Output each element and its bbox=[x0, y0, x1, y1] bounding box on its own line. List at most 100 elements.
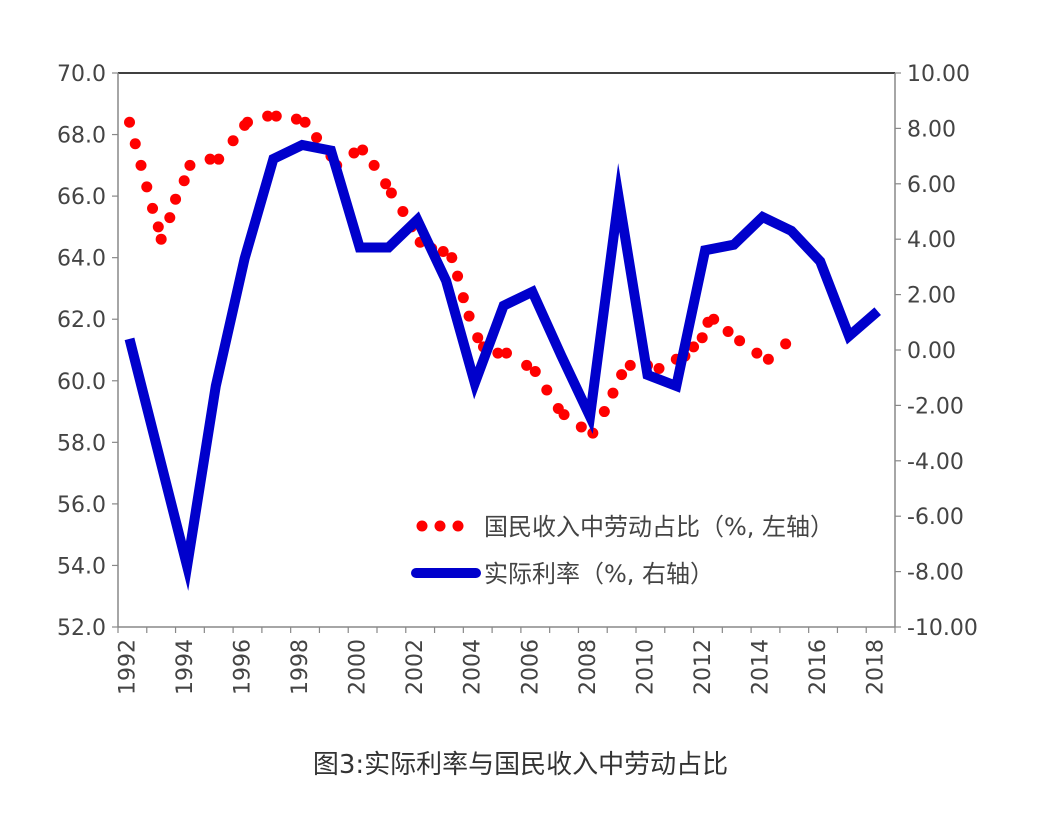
figure-caption: 图3:实际利率与国民收入中劳动占比 bbox=[312, 750, 729, 780]
x-tick-label: 2006 bbox=[518, 639, 543, 695]
labor-share-point bbox=[124, 116, 136, 128]
y-axis-right: -10.00 -8.00 -6.00 -4.00 -2.00 0.00 2.00 4.00 6.… bbox=[895, 62, 978, 641]
x-tick-label: 1992 bbox=[115, 639, 140, 695]
x-tick-label: 1996 bbox=[231, 639, 256, 695]
y-left-tick-label: 70.0 bbox=[57, 62, 106, 87]
y-right-tick-label: 6.00 bbox=[907, 173, 956, 198]
y-right-tick-label: 8.00 bbox=[907, 117, 956, 142]
labor-share-point bbox=[135, 159, 147, 171]
y-left-tick-label: 62.0 bbox=[57, 308, 106, 333]
labor-share-point bbox=[472, 332, 484, 344]
y-left-tick-label: 64.0 bbox=[57, 247, 106, 272]
labor-share-point bbox=[348, 147, 360, 159]
labor-share-point bbox=[299, 116, 311, 128]
legend-dot-2 bbox=[434, 520, 446, 532]
labor-share-point bbox=[653, 362, 665, 374]
x-tick-label: 2008 bbox=[576, 639, 601, 695]
x-tick-label: 2018 bbox=[864, 639, 889, 695]
real-rate-line bbox=[124, 139, 881, 591]
labor-share-point bbox=[311, 132, 323, 144]
labor-share-point bbox=[164, 212, 176, 224]
legend-label-labor-share: 国民收入中劳动占比（%, 左轴） bbox=[484, 513, 834, 541]
y-left-tick-label: 68.0 bbox=[57, 124, 106, 149]
labor-share-point bbox=[688, 341, 700, 353]
labor-share-point bbox=[385, 187, 397, 199]
labor-share-point bbox=[380, 178, 392, 190]
labor-share-point bbox=[452, 270, 464, 282]
labor-share-point bbox=[446, 252, 458, 264]
labor-share-point bbox=[457, 292, 469, 304]
labor-share-point bbox=[575, 421, 587, 433]
y-right-tick-label: -6.00 bbox=[907, 505, 964, 530]
legend-item-real-rate: 实际利率（%, 右轴） bbox=[411, 560, 714, 588]
x-tick-label: 2012 bbox=[691, 639, 716, 695]
series-real-rate bbox=[124, 139, 881, 591]
labor-share-point bbox=[242, 116, 253, 128]
labor-share-point bbox=[357, 144, 369, 156]
labor-share-point bbox=[558, 409, 570, 421]
x-tick-label: 2004 bbox=[461, 639, 486, 695]
series-labor-share bbox=[124, 110, 792, 439]
labor-share-point bbox=[152, 221, 164, 233]
labor-share-point bbox=[397, 206, 409, 217]
y-right-tick-label: -10.00 bbox=[907, 616, 978, 641]
labor-share-point bbox=[696, 332, 708, 344]
y-right-tick-label: -2.00 bbox=[907, 394, 964, 419]
legend-dot-1 bbox=[416, 520, 428, 532]
legend-dot-3 bbox=[452, 520, 464, 532]
y-left-tick-label: 60.0 bbox=[57, 370, 106, 395]
x-axis: 1992 1994 1996 1998 2000 2002 2004 2006 2008 2010… bbox=[115, 627, 896, 695]
x-tick-label: 1998 bbox=[288, 639, 313, 695]
labor-share-point bbox=[529, 366, 541, 378]
labor-share-point bbox=[213, 153, 225, 165]
labor-share-point bbox=[204, 153, 216, 165]
labor-share-point bbox=[155, 233, 167, 245]
x-tick-label: 2000 bbox=[346, 639, 371, 695]
y-axis-left: 52.0 54.0 56.0 58.0 60.0 62.0 64.0 66.0 68.0 70.0 bbox=[57, 62, 118, 641]
labor-share-point bbox=[227, 135, 239, 147]
y-right-tick-label: -8.00 bbox=[907, 561, 964, 586]
legend-item-labor-share: 国民收入中劳动占比（%, 左轴） bbox=[416, 513, 834, 541]
labor-share-point bbox=[184, 159, 196, 171]
labor-share-point bbox=[521, 359, 533, 371]
labor-share-point bbox=[368, 159, 380, 171]
y-right-tick-label: 0.00 bbox=[907, 339, 956, 364]
labor-share-point bbox=[129, 138, 141, 150]
labor-share-point bbox=[463, 310, 475, 322]
x-tick-label: 2016 bbox=[806, 639, 831, 695]
labor-share-point bbox=[170, 193, 182, 205]
x-tick-label: 2014 bbox=[749, 639, 774, 695]
labor-share-point bbox=[708, 313, 720, 325]
labor-share-point bbox=[722, 326, 734, 338]
y-left-tick-label: 58.0 bbox=[57, 431, 106, 456]
y-right-tick-label: 2.00 bbox=[907, 284, 956, 309]
labor-share-point bbox=[762, 353, 774, 365]
x-tick-label: 2002 bbox=[403, 639, 428, 695]
labor-share-point bbox=[616, 369, 628, 381]
y-left-tick-label: 56.0 bbox=[57, 493, 106, 518]
y-left-tick-label: 52.0 bbox=[57, 616, 106, 641]
labor-share-point bbox=[290, 113, 302, 125]
labor-share-point bbox=[501, 347, 512, 359]
labor-share-point bbox=[751, 347, 763, 359]
y-left-tick-label: 54.0 bbox=[57, 554, 106, 579]
labor-share-point bbox=[262, 110, 274, 122]
labor-share-point bbox=[624, 359, 636, 371]
y-right-tick-label: 4.00 bbox=[907, 228, 956, 253]
chart: 1992 1994 1996 1998 2000 2002 2004 2006 2008 2010… bbox=[57, 62, 978, 695]
labor-share-point bbox=[270, 110, 282, 122]
x-tick-label: 2010 bbox=[633, 639, 658, 695]
labor-share-point bbox=[178, 175, 190, 187]
y-left-tick-label: 66.0 bbox=[57, 185, 106, 210]
labor-share-point bbox=[607, 387, 619, 399]
legend: 国民收入中劳动占比（%, 左轴） 实际利率（%, 右轴） bbox=[411, 513, 834, 588]
labor-share-point bbox=[598, 406, 610, 418]
labor-share-point bbox=[147, 202, 159, 214]
labor-share-point bbox=[437, 246, 449, 258]
labor-share-point bbox=[780, 338, 792, 350]
labor-share-point bbox=[734, 335, 746, 347]
y-right-tick-label: -4.00 bbox=[907, 450, 964, 475]
labor-share-point bbox=[141, 181, 153, 193]
x-tick-label: 1994 bbox=[173, 639, 198, 695]
labor-share-point bbox=[541, 384, 553, 396]
